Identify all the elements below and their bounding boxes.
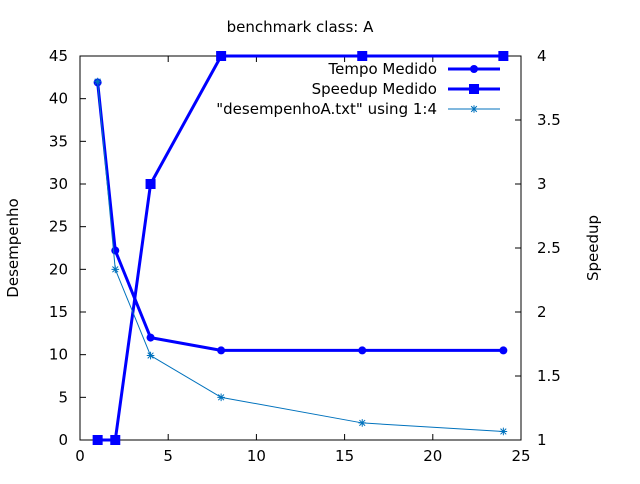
y-tick-label: 15: [49, 303, 68, 321]
x-tick-label: 15: [335, 447, 354, 465]
y2-tick-label: 3.5: [537, 111, 561, 129]
data-point: [358, 419, 367, 427]
data-point: [146, 333, 155, 342]
legend-label: Speedup Medido: [312, 80, 437, 98]
data-point: [498, 51, 509, 61]
y2-tick-label: 2.5: [537, 239, 561, 257]
x-tick-label: 0: [75, 447, 85, 465]
data-point: [110, 435, 121, 445]
data-point: [217, 393, 225, 402]
legend: Tempo Medido Speedup Medido "desempenhoA.t…: [216, 60, 500, 118]
legend-marker: [469, 84, 479, 94]
series-line: [96, 82, 504, 352]
data-point: [111, 265, 120, 274]
data-point: [146, 351, 155, 360]
y-tick-label: 45: [49, 47, 68, 65]
x-tick-label: 25: [511, 447, 530, 465]
y-axis-label: Desempenho: [4, 198, 22, 297]
data-point: [145, 179, 156, 189]
y2-tick-label: 1.5: [537, 367, 561, 385]
y2-axis-label: Speedup: [584, 215, 602, 281]
y-tick-label: 40: [49, 90, 68, 108]
legend-label: Tempo Medido: [328, 60, 437, 78]
chart-title: benchmark class: A: [227, 18, 374, 36]
series-2: [92, 51, 509, 445]
y-tick-label: 30: [49, 175, 68, 193]
data-point: [217, 346, 226, 355]
y-tick-label: 20: [49, 260, 68, 278]
y-tick-label: 5: [58, 388, 68, 406]
data-point: [111, 246, 120, 255]
x-tick-label: 5: [163, 447, 173, 465]
data-point: [93, 77, 102, 86]
y2-tick-label: 1: [537, 431, 547, 449]
y2-tick-label: 2: [537, 303, 547, 321]
x-tick-label: 20: [423, 447, 442, 465]
y2-tick-label: 3: [537, 175, 547, 193]
series-3: [93, 77, 508, 436]
axes-layer: 0 5 10 15 20 25 0 5 10 15 20 25 30 35 40 45 1 1.5 2 2.5 3 3.5…: [49, 47, 561, 465]
series-line: [97, 81, 504, 432]
y-tick-label: 10: [49, 346, 68, 364]
data-point: [357, 51, 368, 61]
data-point: [499, 427, 508, 436]
data-point: [92, 435, 103, 445]
data-point: [358, 346, 367, 355]
x-tick-label: 10: [247, 447, 266, 465]
y-tick-label: 25: [49, 218, 68, 236]
y-tick-label: 35: [49, 132, 68, 150]
y2-tick-label: 4: [537, 47, 547, 65]
data-point: [216, 51, 227, 61]
series-1: [93, 78, 508, 355]
legend-marker: [470, 65, 478, 73]
legend-marker: [470, 105, 478, 113]
y-tick-label: 0: [58, 431, 68, 449]
series-layer: [92, 51, 509, 445]
legend-label: "desempenhoA.txt" using 1:4: [216, 100, 437, 118]
data-point: [499, 346, 508, 355]
